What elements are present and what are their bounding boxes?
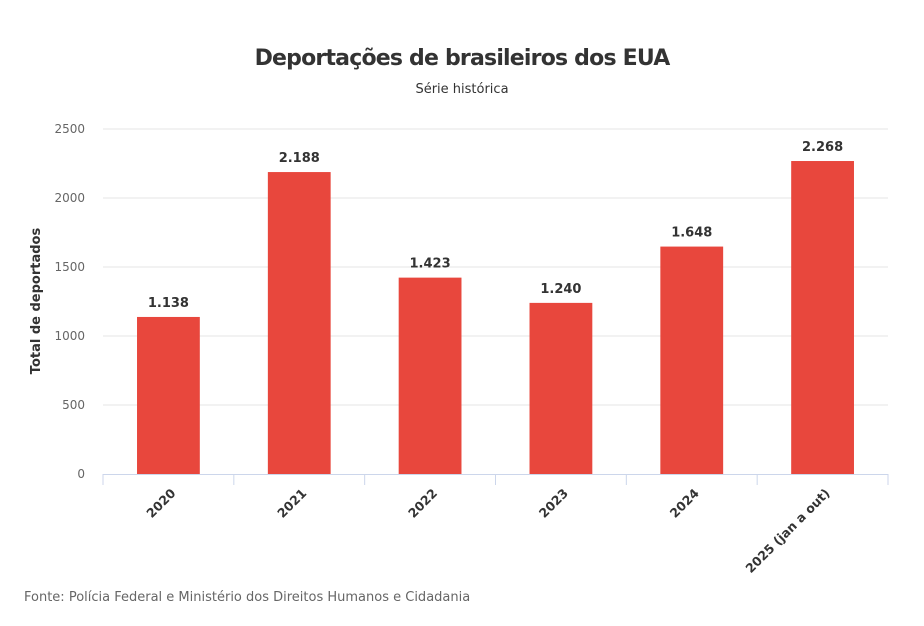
data-labels: 1.138 2.188 1.423 1.240 1.648 2.268 (148, 140, 843, 311)
data-label: 1.423 (410, 257, 451, 272)
chart-title: Deportações de brasileiros dos EUA (254, 46, 671, 71)
x-tick-label: 2022 (405, 486, 440, 521)
y-axis-ticks: 0 500 1000 1500 2000 2500 (54, 122, 85, 481)
x-tick-label: 2023 (536, 486, 571, 521)
x-tick-label: 2024 (667, 485, 702, 520)
y-tick-label: 1000 (54, 329, 85, 343)
bar-2023 (529, 302, 593, 474)
data-label: 1.648 (671, 226, 712, 241)
data-label: 2.268 (802, 140, 843, 155)
data-label: 1.138 (148, 296, 189, 311)
y-axis-label: Total de deportados (29, 228, 44, 375)
y-tick-label: 2000 (54, 191, 85, 205)
bar-2022 (398, 277, 462, 474)
y-tick-label: 2500 (54, 122, 85, 136)
bar-2021 (267, 172, 331, 474)
bar-2024 (660, 246, 724, 474)
x-tick-label: 2020 (143, 485, 178, 520)
data-label: 2.188 (279, 151, 320, 166)
chart-subtitle: Série histórica (415, 82, 509, 97)
bar-2025 (791, 161, 854, 475)
bar-2020 (137, 316, 200, 474)
bars (137, 161, 854, 475)
x-tick-label: 2021 (274, 486, 309, 521)
y-tick-label: 500 (62, 398, 85, 412)
source-note: Fonte: Polícia Federal e Ministério dos … (24, 590, 471, 605)
y-tick-label: 1500 (54, 260, 85, 274)
data-label: 1.240 (540, 282, 581, 297)
x-axis: 2020 2021 2022 2023 2024 2025 (jan a out) (102, 474, 889, 576)
gridlines (103, 128, 888, 406)
y-tick-label: 0 (77, 467, 85, 481)
x-tick-label: 2025 (jan a out) (742, 486, 832, 576)
